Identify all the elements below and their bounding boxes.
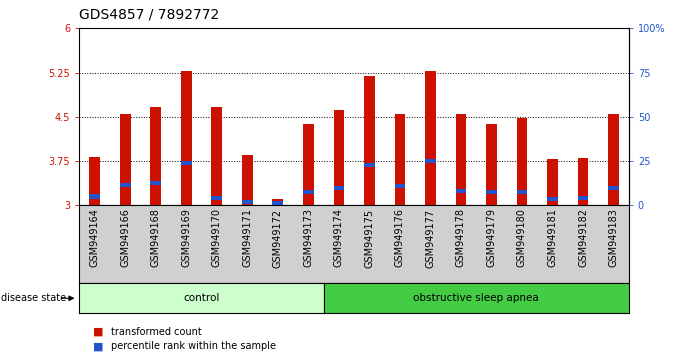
Bar <box>303 124 314 205</box>
Text: GSM949176: GSM949176 <box>395 209 405 267</box>
Bar <box>455 189 466 193</box>
Text: GDS4857 / 7892772: GDS4857 / 7892772 <box>79 7 220 21</box>
Text: GSM949171: GSM949171 <box>243 209 252 267</box>
Bar <box>608 114 619 205</box>
Bar <box>89 194 100 199</box>
Bar <box>486 190 497 194</box>
Bar <box>151 107 161 205</box>
Bar <box>242 200 253 205</box>
Bar <box>89 157 100 205</box>
Bar <box>425 159 436 163</box>
Bar <box>151 181 161 185</box>
Text: GSM949164: GSM949164 <box>90 209 100 267</box>
Text: GSM949177: GSM949177 <box>426 209 435 268</box>
Text: control: control <box>183 293 220 303</box>
Bar <box>425 71 436 205</box>
Text: obstructive sleep apnea: obstructive sleep apnea <box>413 293 539 303</box>
Text: transformed count: transformed count <box>111 327 201 337</box>
Bar <box>272 199 283 205</box>
Text: GSM949183: GSM949183 <box>609 209 618 267</box>
Text: GSM949182: GSM949182 <box>578 209 588 267</box>
Bar <box>395 184 405 188</box>
Bar <box>364 163 375 167</box>
Text: GSM949170: GSM949170 <box>212 209 222 267</box>
Bar <box>181 161 191 165</box>
Text: GSM949181: GSM949181 <box>547 209 558 267</box>
Bar <box>242 155 253 205</box>
Text: GSM949178: GSM949178 <box>456 209 466 267</box>
Bar <box>120 183 131 187</box>
Text: disease state: disease state <box>1 293 66 303</box>
Text: ■: ■ <box>93 341 104 351</box>
Bar <box>547 159 558 205</box>
Text: GSM949172: GSM949172 <box>273 209 283 268</box>
Bar <box>334 185 344 190</box>
Bar <box>211 195 222 200</box>
Bar <box>395 114 405 205</box>
Bar <box>517 118 527 205</box>
Bar <box>364 75 375 205</box>
Text: GSM949180: GSM949180 <box>517 209 527 267</box>
Text: GSM949174: GSM949174 <box>334 209 344 267</box>
Text: percentile rank within the sample: percentile rank within the sample <box>111 341 276 351</box>
Text: GSM949179: GSM949179 <box>486 209 496 267</box>
Bar <box>608 185 619 190</box>
Bar <box>303 190 314 194</box>
Bar <box>547 198 558 201</box>
Bar <box>120 114 131 205</box>
Bar <box>578 196 588 200</box>
Bar <box>517 190 527 194</box>
Bar <box>181 71 191 205</box>
Bar <box>334 110 344 205</box>
Text: GSM949173: GSM949173 <box>303 209 313 267</box>
Bar <box>578 158 588 205</box>
Text: GSM949166: GSM949166 <box>120 209 130 267</box>
Text: GSM949169: GSM949169 <box>181 209 191 267</box>
Bar <box>211 107 222 205</box>
Bar <box>272 201 283 206</box>
Text: GSM949168: GSM949168 <box>151 209 161 267</box>
Bar <box>486 124 497 205</box>
Text: GSM949175: GSM949175 <box>364 209 375 268</box>
Bar <box>455 114 466 205</box>
Text: ■: ■ <box>93 327 104 337</box>
